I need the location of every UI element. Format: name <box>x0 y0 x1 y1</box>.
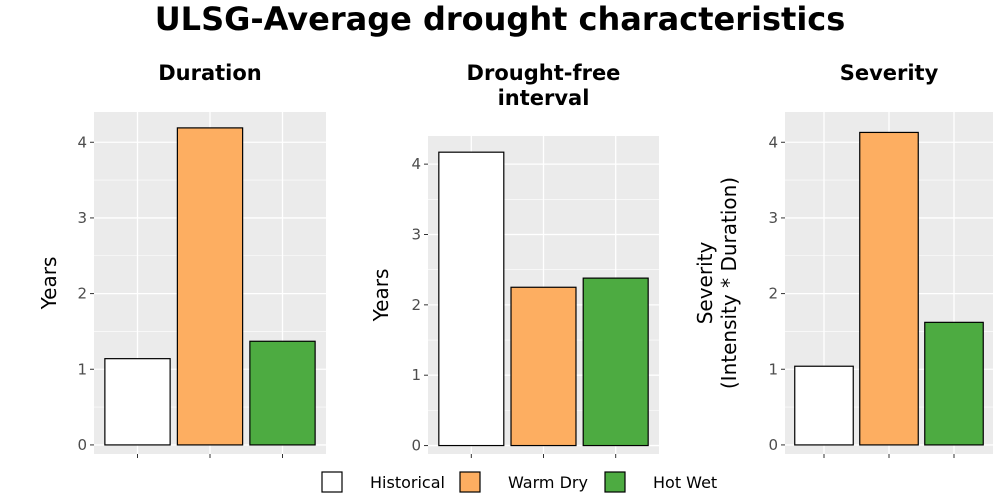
y-tick-label: 0 <box>77 436 87 454</box>
y-tick-label: 1 <box>77 360 87 378</box>
panel-1: 0 1 2 3 4 Drought-free interval Years <box>369 61 659 458</box>
chart-panels: 0 1 2 3 4 Duration Years 0 1 2 3 4 Drought-free inter… <box>37 61 993 458</box>
legend-key-hot-wet <box>604 471 626 493</box>
y-tick-label: 0 <box>411 437 421 455</box>
panel-title: Severity <box>840 61 939 85</box>
legend-key-warm-dry <box>459 471 481 493</box>
panel-2: 0 1 2 3 4 Severity Severity(Intensity * Durati… <box>693 61 993 458</box>
legend-label: Historical <box>370 473 445 492</box>
y-tick-label: 3 <box>411 225 421 243</box>
bar-warm-dry <box>176 127 244 446</box>
y-axis-label: Severity(Intensity * Duration) <box>693 177 741 389</box>
panel-title: Duration <box>158 61 262 85</box>
chart-legend: Historical Warm Dry Hot Wet <box>321 471 717 493</box>
bar-warm-dry <box>859 131 919 446</box>
bar-hot-wet <box>249 340 316 446</box>
bar-hot-wet <box>924 321 984 446</box>
panel-0: 0 1 2 3 4 Duration Years <box>37 61 326 458</box>
y-tick-label: 4 <box>768 133 778 151</box>
bar-historical <box>794 365 854 446</box>
y-tick-label: 3 <box>768 209 778 227</box>
bar-historical <box>104 358 171 446</box>
legend-key-historical <box>321 471 343 493</box>
y-tick-label: 2 <box>411 296 421 314</box>
y-tick-label: 4 <box>411 155 421 173</box>
y-tick-label: 1 <box>768 360 778 378</box>
legend-label: Warm Dry <box>508 473 588 492</box>
bar-hot-wet <box>582 277 649 447</box>
bar-historical <box>438 151 505 447</box>
panel-title: Drought-free interval <box>467 61 621 110</box>
bar-warm-dry <box>510 286 577 447</box>
chart-title: ULSG-Average drought characteristics <box>155 0 846 38</box>
y-tick-label: 2 <box>77 285 87 303</box>
y-axis-label: Years <box>37 257 61 311</box>
y-axis-label: Years <box>369 269 393 323</box>
legend-label: Hot Wet <box>653 473 717 492</box>
y-tick-label: 3 <box>77 209 87 227</box>
y-tick-label: 0 <box>768 436 778 454</box>
y-tick-label: 4 <box>77 133 87 151</box>
y-tick-label: 2 <box>768 285 778 303</box>
y-tick-label: 1 <box>411 366 421 384</box>
